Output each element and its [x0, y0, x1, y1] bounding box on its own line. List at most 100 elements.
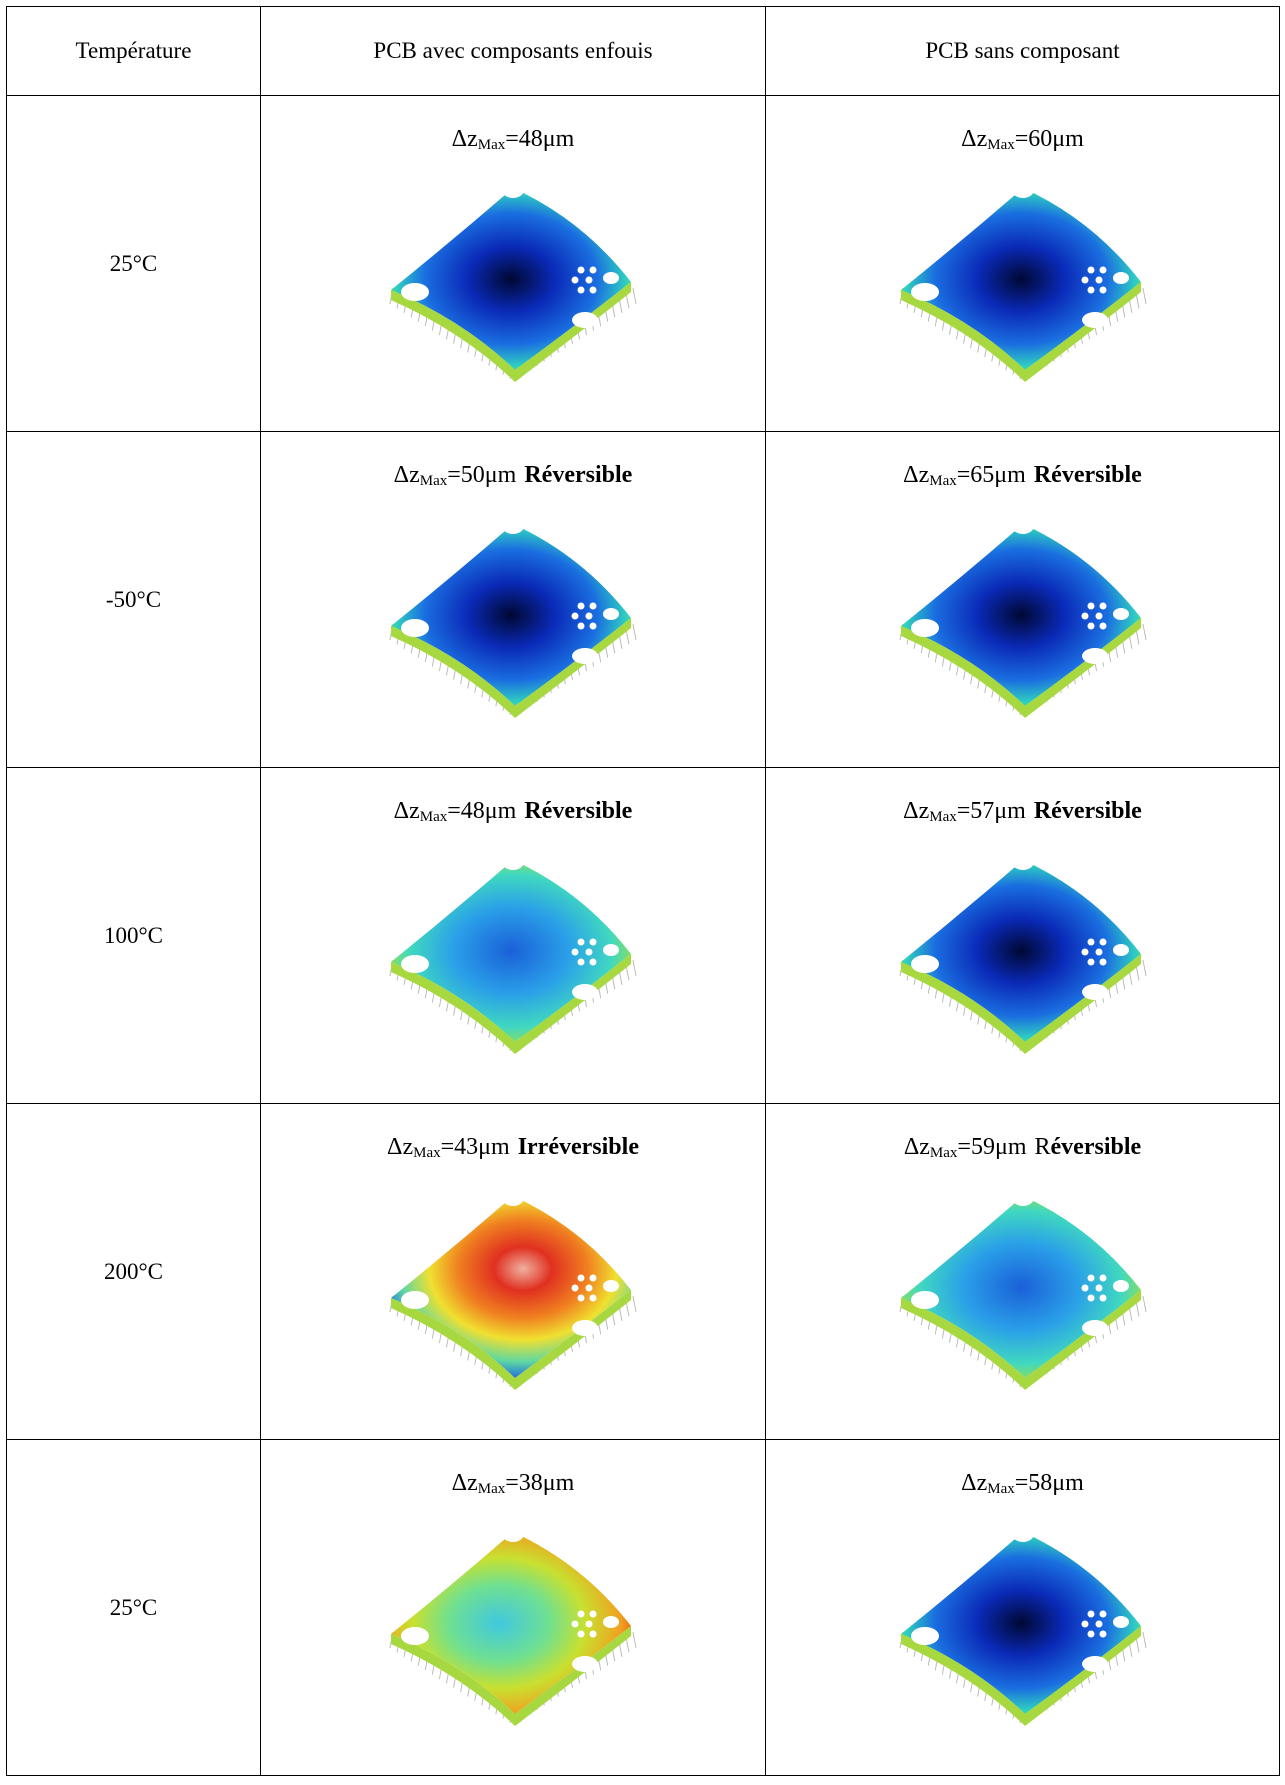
hole — [1112, 1280, 1129, 1292]
delta-symbol: Δz — [903, 1134, 930, 1160]
table-row: -50°C ΔzMax=50μm Réversible ΔzMax=65μm Réver… — [6, 431, 1280, 768]
temperature-cell: 25°C — [6, 1439, 261, 1776]
surface — [391, 1196, 631, 1378]
pin — [577, 1610, 585, 1618]
pin — [1099, 938, 1106, 946]
surface-plot — [899, 854, 1146, 1054]
delta-symbol: Δz — [393, 798, 420, 824]
plot-cell: ΔzMax=57μm Réversible — [765, 767, 1280, 1104]
table-row: 100°C ΔzMax=48μm Réversible ΔzMax=57μm Réver… — [6, 767, 1280, 1104]
header-row: Température PCB avec composants enfouis … — [6, 6, 1280, 96]
table-row: 25°C ΔzMax=48μm ΔzMax=60μm — [6, 95, 1280, 432]
delta-label: ΔzMax=60μm — [766, 122, 1279, 156]
delta-label: ΔzMax=59μm Réversible — [766, 1130, 1279, 1164]
hole — [910, 1627, 939, 1645]
delta-label: ΔzMax=65μm Réversible — [766, 458, 1279, 492]
header-cell: Température — [6, 6, 261, 96]
pin — [585, 276, 593, 284]
hole — [401, 1627, 429, 1645]
plot-cell: ΔzMax=60μm — [765, 95, 1280, 432]
delta-value: =50μm — [447, 462, 517, 488]
temperature-cell: 25°C — [6, 95, 261, 432]
hole — [603, 1616, 619, 1628]
surface — [900, 1196, 1141, 1378]
delta-label: ΔzMax=48μm — [261, 122, 765, 156]
pin — [571, 276, 579, 284]
fringe — [1142, 959, 1146, 977]
pin — [577, 286, 585, 294]
temperature-cell: 200°C — [6, 1103, 261, 1440]
hole — [572, 984, 598, 1000]
pin — [589, 622, 597, 630]
delta-subscript: Max — [929, 473, 957, 489]
pin — [577, 266, 585, 274]
delta-value: =60μm — [1014, 126, 1084, 152]
fringe — [1142, 1295, 1146, 1313]
hole — [401, 283, 429, 301]
fringe — [1142, 623, 1146, 641]
pin — [1095, 612, 1102, 620]
plot-cell: ΔzMax=48μm Réversible — [260, 767, 766, 1104]
pin — [1087, 1274, 1094, 1282]
temperature-cell: -50°C — [6, 431, 261, 768]
pin — [1081, 948, 1088, 956]
pin — [1099, 286, 1106, 294]
hole — [1011, 518, 1034, 534]
table-row: 25°C ΔzMax=38μm ΔzMax=58μm — [6, 1439, 1280, 1776]
hole — [1112, 608, 1129, 620]
hole — [1011, 1526, 1034, 1542]
hole — [603, 1280, 619, 1292]
fringe — [632, 1295, 637, 1313]
delta-subscript: Max — [419, 473, 448, 489]
pin — [577, 1630, 585, 1638]
surface-plot — [389, 1190, 637, 1390]
status: Réversible — [1033, 798, 1142, 824]
delta-value: =48μm — [505, 126, 575, 152]
delta-subscript: Max — [477, 137, 506, 153]
pin — [1087, 958, 1094, 966]
surface — [900, 860, 1141, 1042]
pin — [589, 1630, 597, 1638]
delta-value: =43μm — [440, 1134, 510, 1160]
delta-subscript: Max — [929, 809, 957, 825]
delta-label: ΔzMax=38μm — [261, 1466, 765, 1500]
pin — [589, 1610, 597, 1618]
delta-label: ΔzMax=50μm Réversible — [261, 458, 765, 492]
pin — [589, 266, 597, 274]
surface-plot — [389, 182, 637, 382]
delta-subscript: Max — [419, 809, 448, 825]
delta-subscript: Max — [929, 1145, 958, 1161]
surface — [391, 524, 631, 706]
surface — [900, 524, 1141, 706]
surface — [900, 1532, 1141, 1714]
hole — [572, 312, 598, 328]
fringe — [632, 623, 637, 641]
status: éversible — [1050, 1134, 1142, 1160]
hole — [401, 619, 429, 637]
delta-value: =65μm — [956, 462, 1026, 488]
pin — [1099, 958, 1106, 966]
pin — [589, 958, 597, 966]
header-cell: PCB avec composants enfouis — [260, 6, 766, 96]
pin — [571, 1284, 579, 1292]
delta-label: ΔzMax=48μm Réversible — [261, 794, 765, 828]
hole — [502, 182, 524, 198]
pin — [1087, 1610, 1094, 1618]
pin — [571, 1620, 579, 1628]
fringe — [1142, 1631, 1146, 1649]
pin — [577, 602, 585, 610]
pin — [1087, 622, 1094, 630]
delta-subscript: Max — [987, 1481, 1015, 1497]
surface-plot — [899, 518, 1146, 718]
hole — [1011, 1190, 1034, 1206]
delta-symbol: Δz — [961, 1470, 988, 1496]
hole — [603, 272, 619, 284]
pin — [571, 948, 579, 956]
pin — [1099, 602, 1106, 610]
pin — [589, 602, 597, 610]
fringe — [632, 287, 637, 305]
pin — [1099, 1610, 1106, 1618]
delta-symbol: Δz — [387, 1134, 414, 1160]
hole — [1081, 984, 1108, 1000]
hole — [1112, 272, 1129, 284]
